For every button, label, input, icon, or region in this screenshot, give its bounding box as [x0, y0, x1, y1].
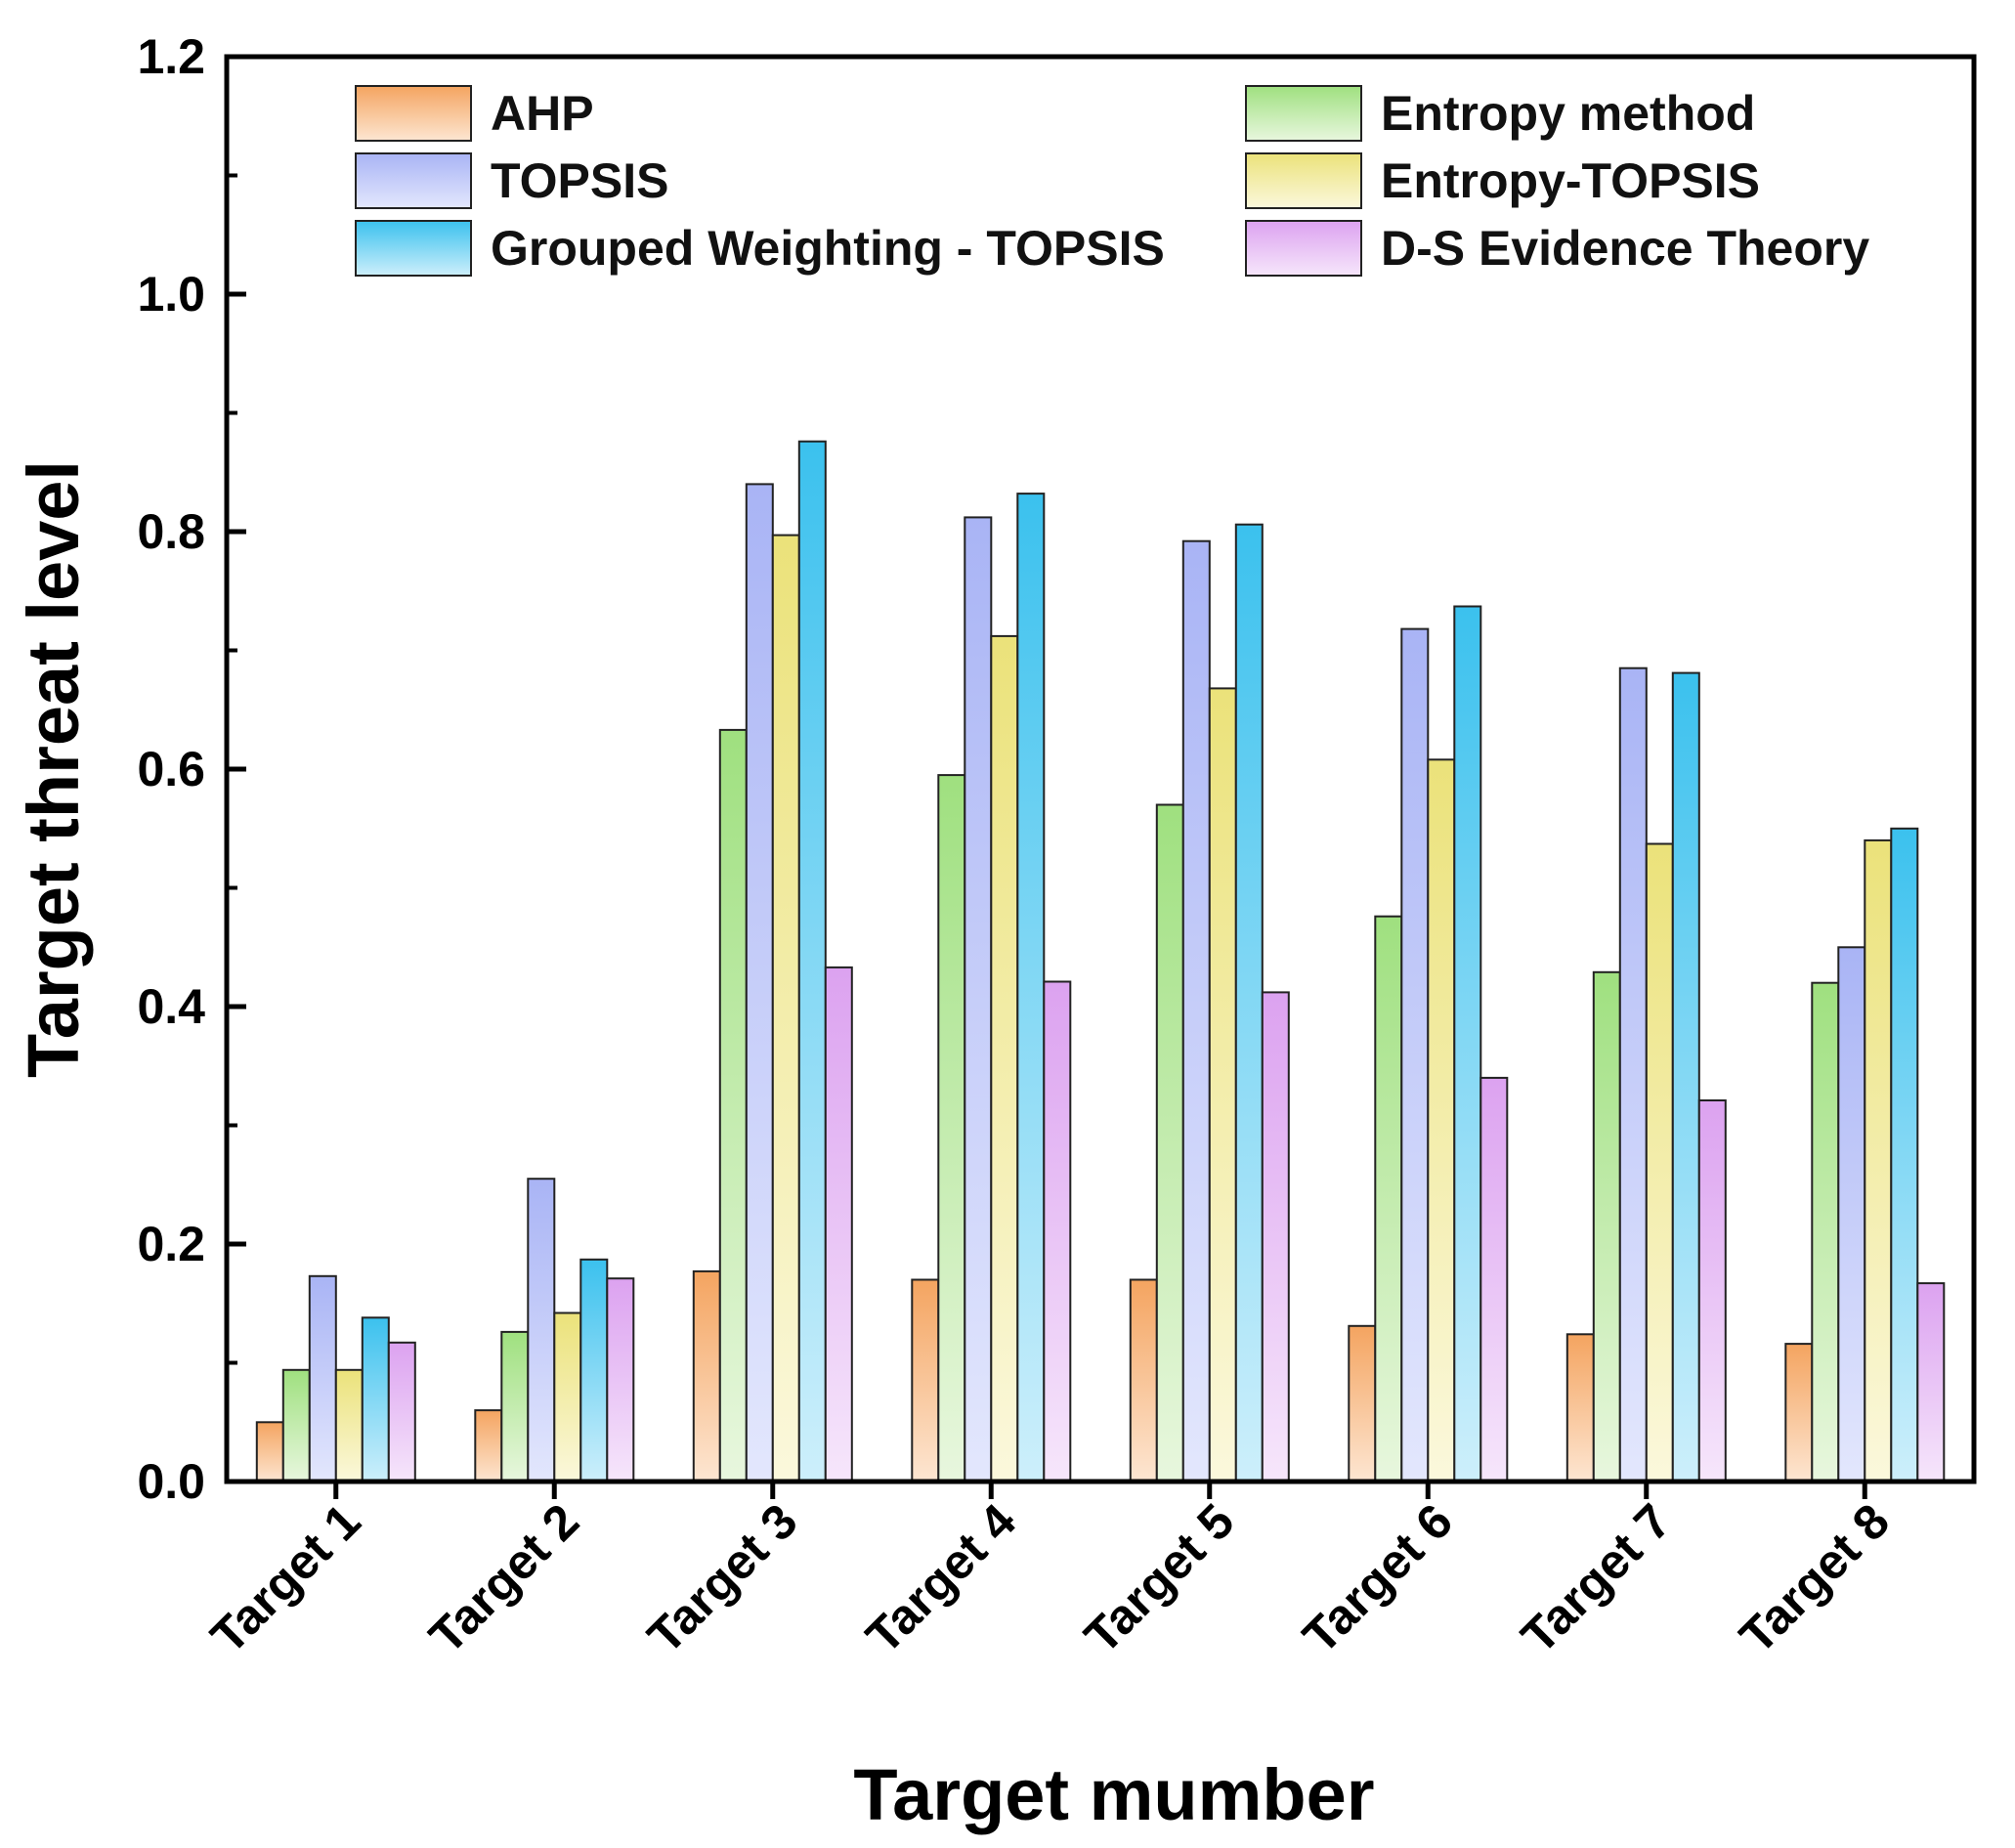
legend-label: Entropy-TOPSIS	[1381, 153, 1760, 208]
bar-entropy-method-target-7	[1592, 970, 1621, 1483]
legend-label: Grouped Weighting - TOPSIS	[491, 221, 1165, 276]
y-tick-label: 0.4	[137, 979, 205, 1034]
bars	[255, 440, 1946, 1483]
bar-entropy-method-target-8	[1811, 981, 1840, 1483]
bar-topsis-target-6	[1400, 627, 1430, 1483]
legend-swatch	[355, 85, 472, 142]
bar-ahp-target-4	[911, 1278, 940, 1483]
bar-entropy-method-target-2	[500, 1330, 530, 1483]
bar-d-s-evidence-theory-target-7	[1697, 1099, 1727, 1483]
bar-ahp-target-5	[1129, 1278, 1158, 1483]
x-tick-label: Target 6	[1293, 1493, 1464, 1664]
bar-d-s-evidence-theory-target-6	[1479, 1076, 1509, 1483]
bar-grouped-weighting-topsis-target-3	[797, 440, 827, 1483]
bar-grouped-weighting-topsis-target-4	[1016, 493, 1046, 1483]
x-tick-label: Target 7	[1511, 1493, 1682, 1664]
legend-label: AHP	[491, 86, 594, 141]
legend-swatch	[1245, 85, 1362, 142]
bar-entropy-topsis-target-3	[771, 534, 800, 1483]
bar-entropy-method-target-6	[1374, 915, 1403, 1483]
bar-d-s-evidence-theory-target-4	[1043, 980, 1072, 1483]
x-tick-label: Target 1	[200, 1493, 371, 1664]
bar-entropy-topsis-target-8	[1864, 838, 1893, 1483]
x-tick-label: Target 3	[637, 1493, 808, 1664]
bar-ahp-target-2	[474, 1409, 503, 1483]
bar-entropy-method-target-3	[718, 728, 748, 1483]
legend-swatch	[355, 220, 472, 277]
bar-grouped-weighting-topsis-target-2	[579, 1258, 609, 1483]
x-axis: Target 1 Target 2 Target 3 Target 4 Target 5…	[200, 1482, 1900, 1664]
bar-ahp-target-7	[1565, 1333, 1595, 1483]
bar-ahp-target-1	[255, 1421, 284, 1483]
bar-topsis-target-2	[527, 1178, 556, 1483]
bar-d-s-evidence-theory-target-5	[1261, 991, 1290, 1483]
bar-ahp-target-6	[1348, 1324, 1377, 1483]
bar-grouped-weighting-topsis-target-1	[361, 1316, 390, 1483]
bar-entropy-topsis-target-2	[553, 1311, 582, 1483]
legend-swatch	[1245, 220, 1362, 277]
bar-topsis-target-1	[308, 1274, 337, 1483]
x-axis-title: Target mumber	[853, 1754, 1374, 1835]
y-tick-label: 1.0	[137, 267, 205, 322]
x-tick-label: Target 2	[419, 1493, 590, 1664]
bar-entropy-method-target-5	[1155, 803, 1184, 1483]
y-tick-label: 0.6	[137, 742, 205, 796]
bar-ahp-target-8	[1784, 1343, 1814, 1483]
x-tick-label: Target 5	[1074, 1493, 1245, 1664]
bar-grouped-weighting-topsis-target-8	[1890, 827, 1919, 1483]
legend: AHP Entropy method TOPSIS Entropy-TOPSIS Gro…	[355, 85, 1869, 277]
bar-d-s-evidence-theory-target-3	[824, 966, 853, 1483]
y-axis-title: Target threat level	[13, 460, 94, 1078]
bar-d-s-evidence-theory-target-1	[387, 1341, 416, 1483]
legend-label: D-S Evidence Theory	[1381, 221, 1869, 276]
bar-entropy-topsis-target-1	[334, 1368, 364, 1483]
bar-entropy-topsis-target-7	[1645, 842, 1674, 1483]
bar-entropy-method-target-4	[937, 774, 966, 1483]
y-axis: 0.0 0.2 0.4 0.6 0.8 1.0 1.2	[137, 29, 246, 1509]
bar-entropy-topsis-target-5	[1208, 687, 1237, 1483]
bar-entropy-topsis-target-4	[990, 634, 1019, 1483]
y-tick-label: 0.2	[137, 1217, 205, 1271]
bar-d-s-evidence-theory-target-8	[1916, 1282, 1946, 1483]
bar-ahp-target-3	[692, 1269, 721, 1483]
bar-topsis-target-5	[1181, 539, 1211, 1483]
bar-topsis-target-8	[1837, 946, 1866, 1483]
bar-grouped-weighting-topsis-target-6	[1453, 605, 1482, 1483]
y-tick-label: 0.8	[137, 504, 205, 559]
legend-label: Entropy method	[1381, 86, 1755, 141]
bar-topsis-target-4	[964, 516, 993, 1483]
bar-entropy-topsis-target-6	[1427, 758, 1456, 1483]
bar-grouped-weighting-topsis-target-5	[1234, 523, 1264, 1483]
bar-topsis-target-7	[1618, 666, 1648, 1483]
legend-label: TOPSIS	[491, 153, 668, 208]
bar-d-s-evidence-theory-target-2	[606, 1277, 635, 1483]
bar-grouped-weighting-topsis-target-7	[1671, 671, 1700, 1483]
legend-swatch	[355, 152, 472, 209]
legend-swatch	[1245, 152, 1362, 209]
y-tick-label: 0.0	[137, 1454, 205, 1509]
x-tick-label: Target 4	[856, 1493, 1027, 1664]
bar-topsis-target-3	[745, 483, 774, 1483]
x-tick-label: Target 8	[1730, 1493, 1901, 1664]
bar-entropy-method-target-1	[281, 1368, 311, 1483]
y-tick-label: 1.2	[137, 29, 205, 84]
